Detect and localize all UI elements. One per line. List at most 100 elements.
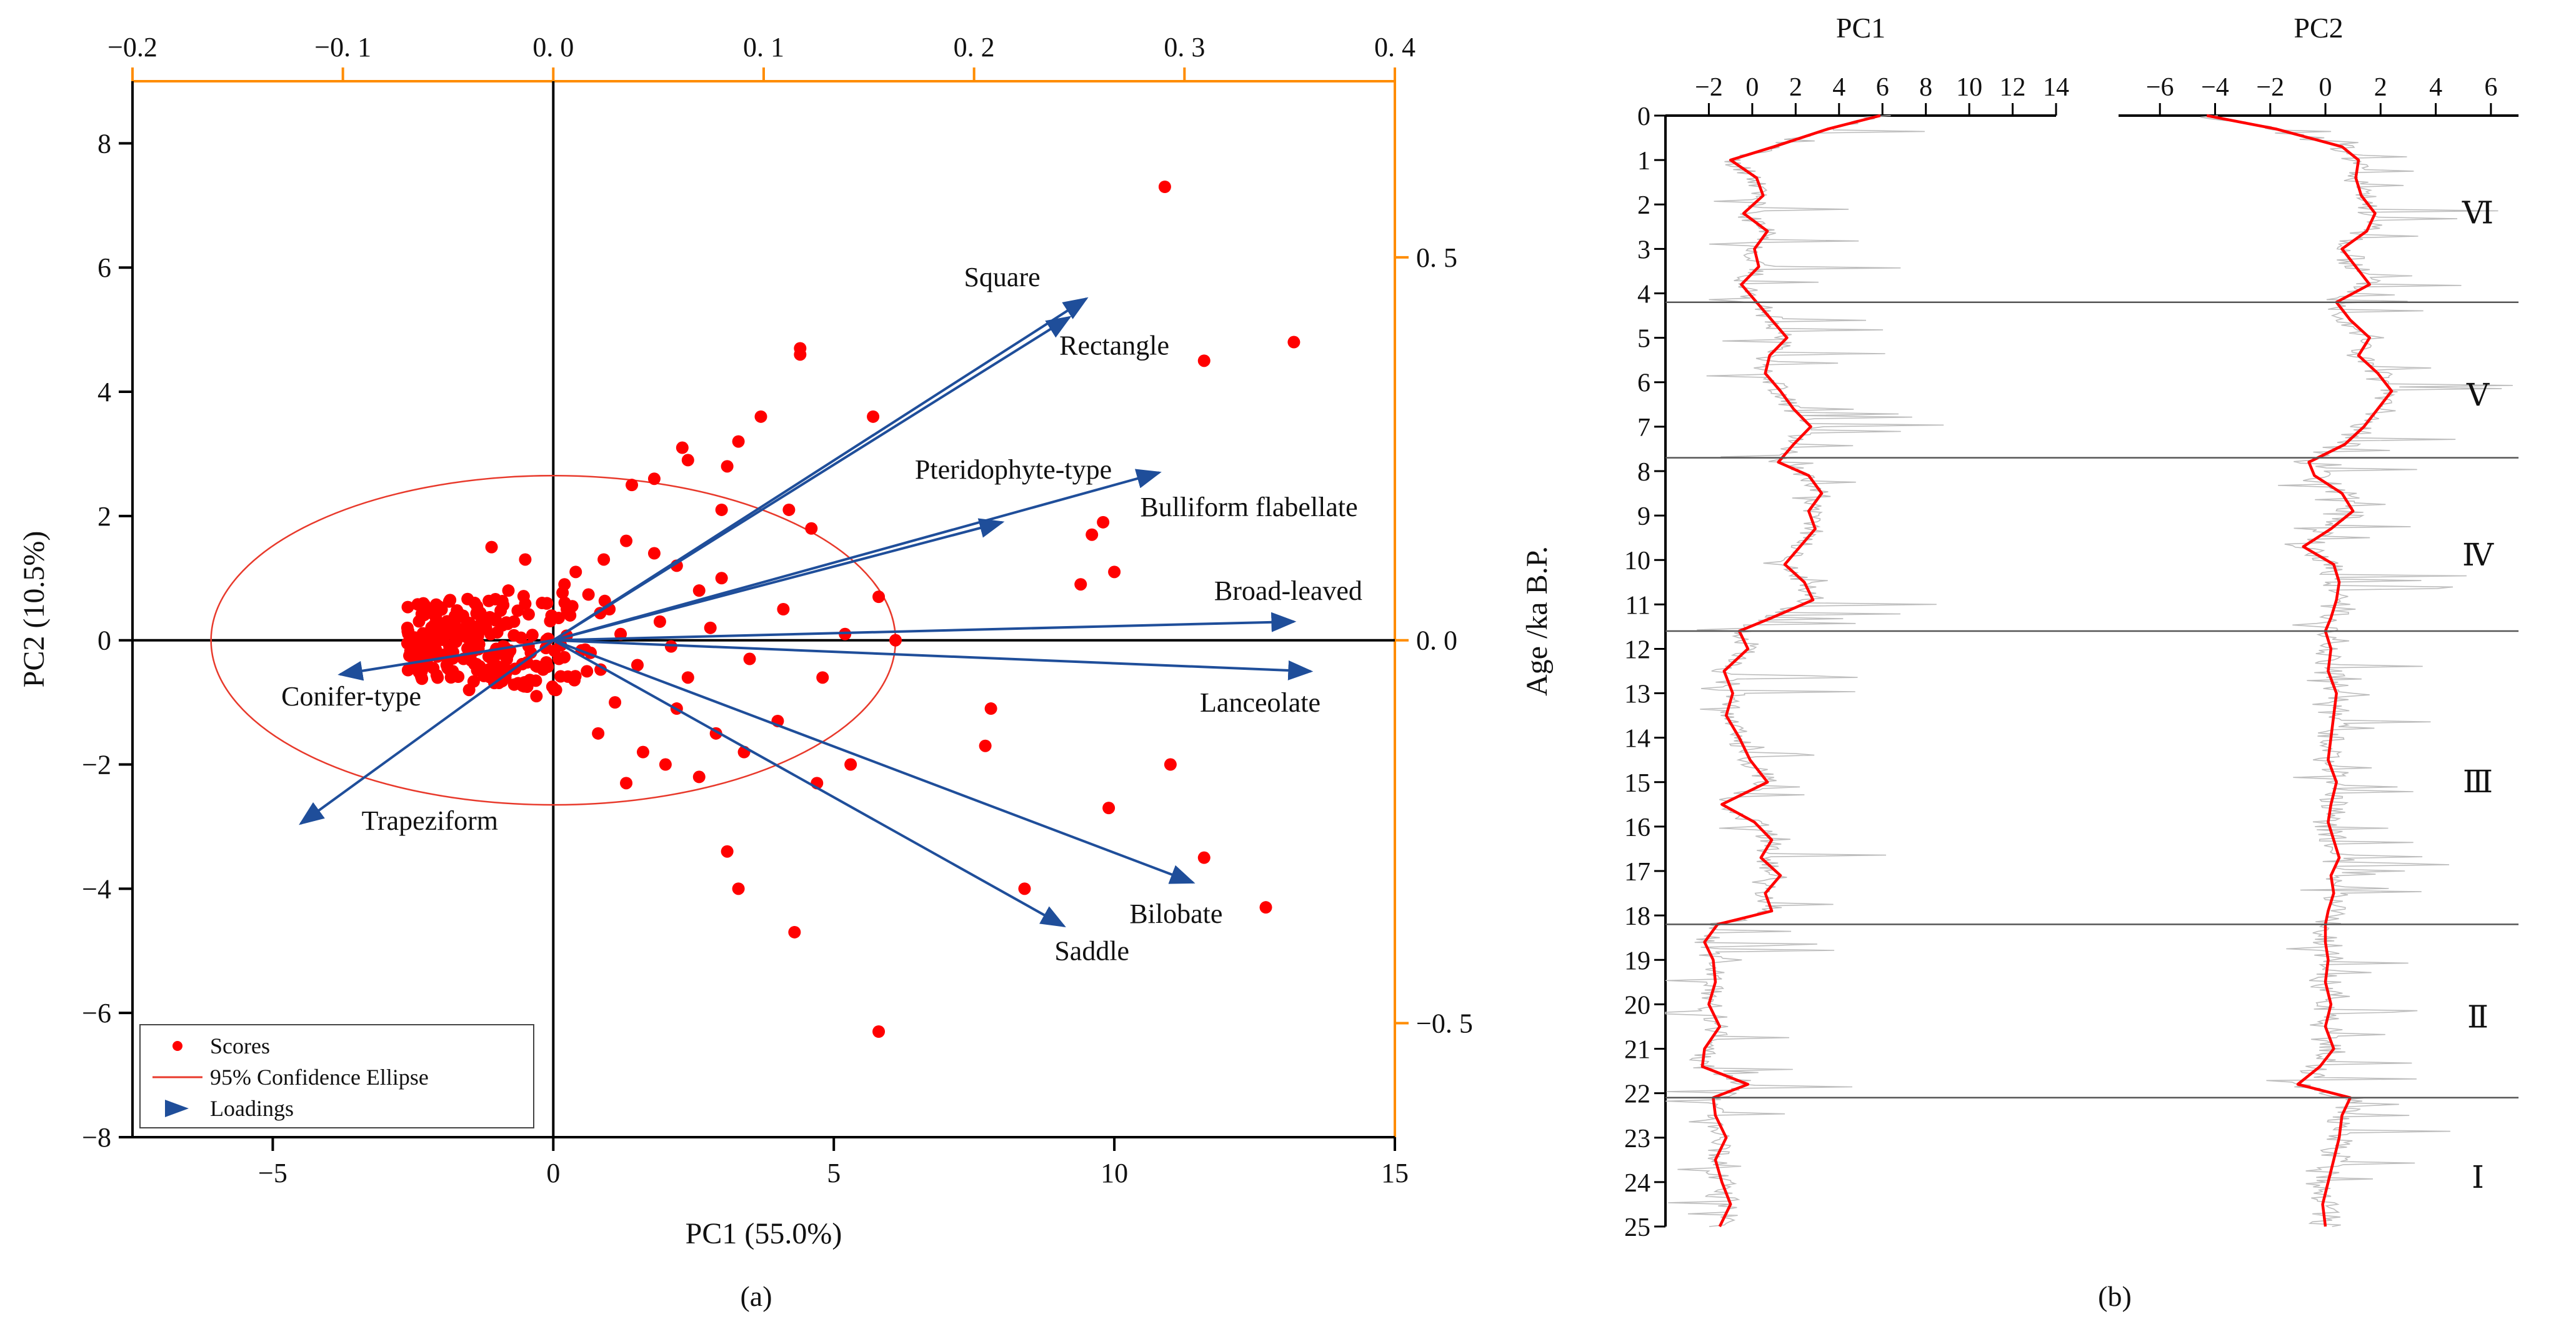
- score-point: [404, 639, 417, 652]
- y-tick-label: 6: [97, 252, 111, 283]
- score-point: [471, 607, 484, 620]
- score-point: [816, 671, 829, 684]
- score-point: [467, 675, 480, 688]
- age-tick-label: 24: [1624, 1169, 1650, 1198]
- score-point: [614, 627, 627, 640]
- score-point: [681, 454, 694, 467]
- score-point: [540, 597, 553, 610]
- y-tick-label: −8: [82, 1122, 111, 1153]
- loading-arrow: [299, 639, 554, 825]
- loading-label: Lanceolate: [1200, 687, 1320, 718]
- score-point: [496, 619, 509, 632]
- legend-ellipse-label: 95% Confidence Ellipse: [210, 1065, 429, 1090]
- score-point: [426, 620, 439, 634]
- score-point: [544, 615, 557, 628]
- zone-label: Ⅰ: [2472, 1160, 2484, 1195]
- caption-a: (a): [740, 1280, 772, 1312]
- legend-loadings-swatch: [165, 1100, 189, 1117]
- score-point: [743, 652, 756, 665]
- age-tick-label: 5: [1637, 325, 1650, 354]
- score-point: [788, 925, 801, 938]
- score-point: [549, 684, 562, 697]
- score-point: [754, 410, 767, 423]
- x-tick-label: 10: [1101, 1158, 1128, 1188]
- age-tick-label: 21: [1624, 1036, 1650, 1065]
- score-point: [485, 540, 498, 554]
- score-point: [692, 584, 706, 597]
- panel-x-tick-label: 6: [2484, 73, 2497, 102]
- score-point: [647, 472, 661, 485]
- score-point: [412, 615, 426, 628]
- score-point: [518, 675, 531, 689]
- score-point: [1287, 336, 1300, 349]
- zone-label: Ⅳ: [2462, 537, 2494, 572]
- age-tick-label: 1: [1637, 147, 1650, 176]
- score-point: [872, 1025, 886, 1038]
- score-point: [500, 653, 513, 666]
- score-point: [519, 553, 532, 566]
- age-tick-label: 2: [1637, 191, 1650, 220]
- score-point: [777, 603, 790, 615]
- score-point: [522, 608, 535, 621]
- y-tick-label: 4: [97, 377, 111, 407]
- score-point: [411, 663, 424, 676]
- score-point: [401, 664, 414, 677]
- age-tick-label: 9: [1637, 502, 1650, 531]
- score-point: [1086, 528, 1099, 541]
- loading-arrow: [552, 316, 1072, 642]
- loading-arrow: [553, 612, 1297, 642]
- score-point: [470, 657, 483, 670]
- age-tick-label: 25: [1624, 1213, 1650, 1242]
- score-point: [609, 696, 622, 709]
- score-point: [659, 758, 672, 771]
- panel-x-tick-label: −4: [2201, 73, 2229, 102]
- score-point: [1018, 882, 1031, 895]
- score-point: [594, 663, 607, 676]
- score-point: [721, 845, 734, 858]
- score-point: [653, 615, 666, 628]
- stratigraphy-panel: 0123456789101112131415161718192021222324…: [1520, 12, 2519, 1242]
- score-point: [530, 690, 543, 703]
- panel-x-tick-label: 10: [1956, 73, 1982, 102]
- legend-scores-swatch: [172, 1041, 182, 1051]
- loading-arrow: [552, 518, 1005, 642]
- y-tick-label: 0: [97, 625, 111, 656]
- score-point: [782, 503, 796, 516]
- loading-arrow: [553, 639, 1314, 680]
- age-axis-title: Age /ka B.P.: [1520, 546, 1554, 696]
- legend-box: [139, 1024, 534, 1128]
- score-point: [1164, 758, 1177, 771]
- score-point: [461, 592, 474, 605]
- y-tick-label: −6: [82, 998, 111, 1028]
- score-point: [984, 702, 997, 715]
- top-tick-label: −0. 1: [314, 32, 371, 62]
- age-tick-label: 13: [1624, 680, 1650, 709]
- panel-x-tick-label: 8: [1919, 73, 1932, 102]
- score-point: [432, 600, 445, 613]
- score-point: [556, 586, 569, 599]
- score-point: [597, 553, 611, 566]
- panel-x-tick-label: −2: [2256, 73, 2284, 102]
- score-point: [732, 882, 745, 895]
- score-point: [582, 588, 595, 601]
- age-tick-label: 0: [1637, 102, 1650, 131]
- x-tick-label: 15: [1381, 1158, 1409, 1188]
- score-point: [1074, 578, 1087, 591]
- score-point: [431, 671, 444, 684]
- score-point: [805, 522, 818, 535]
- score-point: [558, 650, 571, 664]
- score-point: [529, 674, 542, 687]
- caption-b: (b): [2098, 1280, 2132, 1312]
- age-tick-label: 17: [1624, 858, 1650, 887]
- score-point: [979, 739, 992, 752]
- zone-label: Ⅱ: [2467, 1000, 2489, 1035]
- y-tick-label: −4: [82, 874, 111, 904]
- score-point: [581, 665, 594, 678]
- age-tick-label: 23: [1624, 1125, 1650, 1153]
- score-point: [403, 649, 416, 662]
- age-tick-label: 12: [1624, 635, 1650, 664]
- x-axis-title: PC1 (55.0%): [686, 1217, 842, 1250]
- age-tick-label: 22: [1624, 1080, 1650, 1109]
- score-point: [794, 348, 807, 361]
- score-point: [1197, 354, 1211, 367]
